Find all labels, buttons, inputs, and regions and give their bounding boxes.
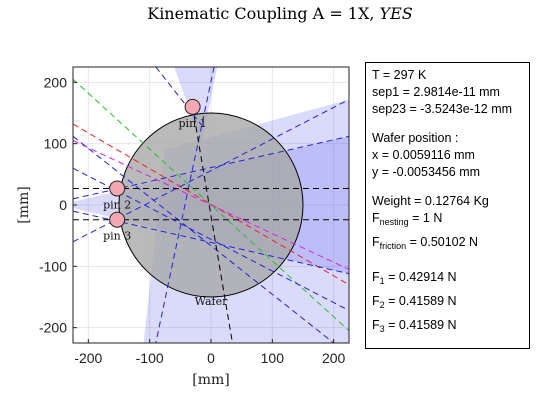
pin-label: pin 2 [103, 198, 131, 211]
axis-ticks: -200 -100 0 100 200 -200 -100 0 100 200 [39, 74, 346, 366]
info-gap [372, 255, 529, 269]
y-axis-label: [mm] [16, 186, 32, 223]
title-suffix: YES [379, 4, 413, 23]
info-y: y = -0.0053456 mm [372, 165, 481, 179]
wafer-label: Wafer [195, 295, 228, 308]
pin-marker [109, 211, 126, 228]
pin-marker [109, 180, 126, 197]
constraint-line [155, 67, 215, 343]
constraint-line [155, 67, 203, 126]
y-tick-label: -100 [39, 258, 67, 274]
x-axis-label: [mm] [192, 372, 229, 388]
info-f3: F3 = 0.41589 N [372, 318, 457, 334]
figure-title: Kinematic Coupling A = 1X, YES [0, 4, 560, 23]
y-tick-label: 0 [59, 197, 67, 213]
info-f-nesting: Fnesting = 1 N [372, 211, 443, 227]
constraint-line [73, 123, 349, 286]
constraint-line [73, 135, 349, 200]
info-sep23: sep23 = -3.5243e-12 mm [372, 102, 513, 116]
x-tick-label: 100 [261, 350, 285, 366]
pin-label: pin 3 [103, 230, 131, 243]
info-panel: T = 297 K sep1 = 2.9814e-11 mm sep23 = -… [365, 62, 530, 349]
info-f2: F2 = 0.41589 N [372, 294, 457, 310]
x-tick-label: -100 [136, 350, 164, 366]
pins [109, 98, 201, 228]
info-x: x = 0.0059116 mm [372, 148, 475, 162]
x-tick-label: -200 [74, 350, 102, 366]
info-wafer-position: Wafer position : [372, 131, 459, 145]
constraint-line [73, 135, 334, 343]
info-temperature: T = 297 K [372, 68, 427, 82]
info-f1: F1 = 0.42914 N [372, 270, 457, 286]
x-tick-label: 0 [207, 350, 215, 366]
constraint-line [73, 210, 349, 275]
info-f-friction: Ffriction = 0.50102 N [372, 235, 479, 251]
y-tick-label: 200 [44, 74, 68, 90]
info-gap [372, 181, 529, 193]
pin-marker [184, 98, 201, 115]
plot-annotations: pin 1 pin 2 pin 3 Wafer [103, 117, 228, 308]
info-weight: Weight = 0.12764 Kg [372, 194, 489, 208]
title-prefix: Kinematic Coupling A = 1X, [147, 4, 380, 23]
pin-label: pin 1 [179, 117, 207, 130]
x-tick-label: 200 [322, 350, 346, 366]
y-tick-label: -200 [39, 320, 67, 336]
info-gap [372, 118, 529, 130]
constraint-line [73, 78, 349, 332]
constraint-line [73, 140, 349, 270]
info-sep1: sep1 = 2.9814e-11 mm [372, 85, 500, 99]
y-tick-label: 100 [44, 136, 68, 152]
